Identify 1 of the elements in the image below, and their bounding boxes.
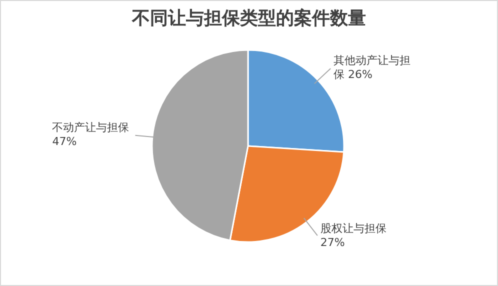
chart-title: 不同让与担保类型的案件数量	[130, 7, 367, 30]
